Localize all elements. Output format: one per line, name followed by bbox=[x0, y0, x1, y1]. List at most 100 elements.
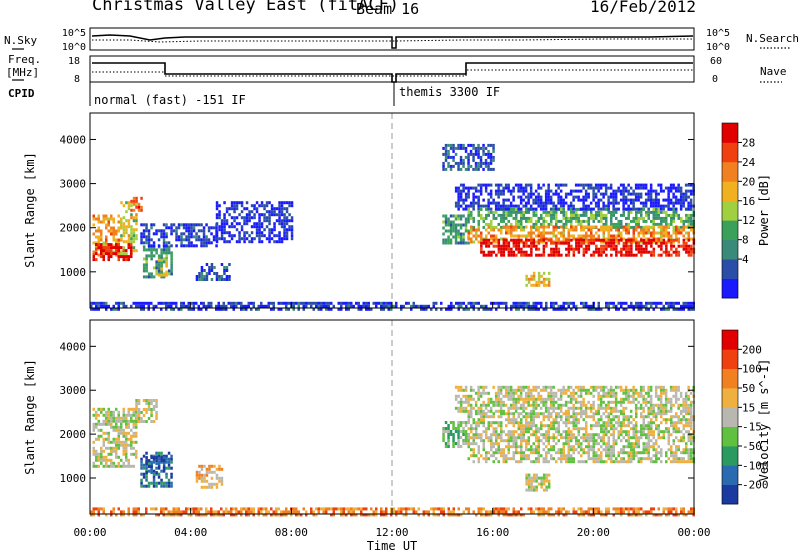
velocity-cell bbox=[525, 412, 528, 416]
power-cell bbox=[295, 301, 298, 305]
power-cell bbox=[258, 225, 261, 229]
velocity-cell bbox=[555, 415, 558, 419]
velocity-cell bbox=[572, 406, 575, 410]
power-cell bbox=[477, 155, 480, 159]
power-cell bbox=[467, 164, 470, 168]
noise-panel: 10^5 10^0 10^5 10^0 bbox=[62, 27, 730, 53]
power-cell bbox=[292, 307, 295, 311]
velocity-cell bbox=[585, 433, 588, 437]
power-cell bbox=[242, 304, 245, 308]
power-cell bbox=[654, 201, 658, 205]
power-cell bbox=[462, 183, 465, 187]
power-cell bbox=[552, 201, 555, 205]
power-cell bbox=[627, 244, 631, 248]
velocity-cell bbox=[584, 403, 588, 407]
power-cell bbox=[682, 222, 685, 226]
power-cell bbox=[635, 253, 638, 257]
velocity-cell bbox=[215, 476, 219, 480]
velocity-cell bbox=[145, 420, 148, 423]
power-cell bbox=[515, 307, 518, 311]
power-cell bbox=[627, 192, 630, 196]
velocity-cell bbox=[510, 433, 513, 437]
power-cell bbox=[145, 226, 148, 230]
velocity-cell bbox=[602, 433, 605, 437]
velocity-cell bbox=[572, 388, 575, 392]
power-cell bbox=[157, 266, 161, 270]
noise-right-tick-top: 10^5 bbox=[706, 28, 730, 39]
power-cell bbox=[619, 192, 623, 196]
velocity-cell bbox=[102, 449, 105, 453]
velocity-cell bbox=[569, 406, 573, 410]
power-cell bbox=[587, 307, 590, 311]
velocity-cell bbox=[647, 457, 650, 461]
velocity-cell bbox=[480, 412, 483, 416]
velocity-cell bbox=[559, 388, 563, 392]
velocity-cell bbox=[622, 445, 625, 449]
power-cell bbox=[230, 225, 234, 229]
velocity-cell bbox=[577, 430, 580, 434]
velocity-cell bbox=[147, 469, 151, 473]
velocity-cell bbox=[512, 397, 515, 401]
power-cell bbox=[130, 240, 133, 244]
power-cell bbox=[140, 205, 143, 209]
power-cell bbox=[167, 226, 171, 230]
velocity-cell bbox=[213, 470, 216, 474]
velocity-cell bbox=[632, 445, 635, 449]
power-cell bbox=[615, 244, 618, 248]
power-cell bbox=[515, 301, 518, 305]
power-cell bbox=[532, 231, 535, 235]
velocity-cell bbox=[587, 406, 590, 410]
power-cell bbox=[547, 192, 550, 196]
velocity-cell bbox=[680, 457, 683, 461]
power-cell bbox=[492, 210, 495, 214]
power-cell bbox=[634, 195, 638, 199]
power-cell bbox=[198, 278, 201, 281]
velocity-cell bbox=[650, 412, 653, 416]
power-cell bbox=[357, 301, 360, 305]
power-ytick-label-1: 2000 bbox=[60, 222, 87, 235]
velocity-cell bbox=[564, 409, 568, 413]
velocity-cell bbox=[535, 424, 538, 428]
velocity-cell bbox=[592, 415, 595, 419]
power-cell bbox=[604, 204, 608, 208]
velocity-cell bbox=[525, 418, 528, 422]
power-cell bbox=[233, 234, 236, 238]
velocity-cell bbox=[502, 385, 505, 389]
velocity-cell bbox=[527, 430, 530, 434]
velocity-cell bbox=[145, 462, 148, 466]
velocity-cell bbox=[505, 457, 508, 461]
velocity-cell bbox=[567, 412, 570, 416]
power-cell bbox=[600, 240, 603, 244]
velocity-cell bbox=[449, 430, 453, 433]
velocity-cell bbox=[572, 412, 575, 416]
velocity-cell bbox=[677, 421, 680, 425]
power-cell bbox=[612, 213, 615, 217]
power-cell bbox=[444, 143, 448, 147]
velocity-cell bbox=[484, 391, 488, 395]
power-cell bbox=[452, 229, 455, 233]
velocity-cell bbox=[457, 442, 460, 445]
power-cell bbox=[645, 241, 648, 245]
power-cell bbox=[632, 219, 635, 223]
power-cell bbox=[524, 204, 528, 208]
power-cell bbox=[232, 304, 235, 308]
power-cell bbox=[457, 195, 460, 199]
power-cell bbox=[142, 245, 146, 249]
power-cell bbox=[682, 192, 685, 196]
velocity-cell bbox=[572, 409, 575, 413]
velocity-cell bbox=[602, 424, 605, 428]
velocity-cell bbox=[120, 431, 123, 435]
power-cell bbox=[485, 234, 488, 238]
power-cell bbox=[620, 219, 623, 223]
power-cell bbox=[550, 238, 553, 242]
power-cell bbox=[645, 301, 648, 305]
velocity-cell bbox=[145, 484, 148, 488]
velocity-cell bbox=[602, 439, 605, 443]
power-cell bbox=[225, 231, 229, 235]
power-cell bbox=[230, 204, 234, 208]
velocity-cell bbox=[564, 388, 568, 392]
power-cell bbox=[145, 254, 148, 258]
power-cell bbox=[617, 250, 621, 254]
velocity-cell bbox=[589, 406, 593, 410]
velocity-cell bbox=[515, 445, 518, 449]
